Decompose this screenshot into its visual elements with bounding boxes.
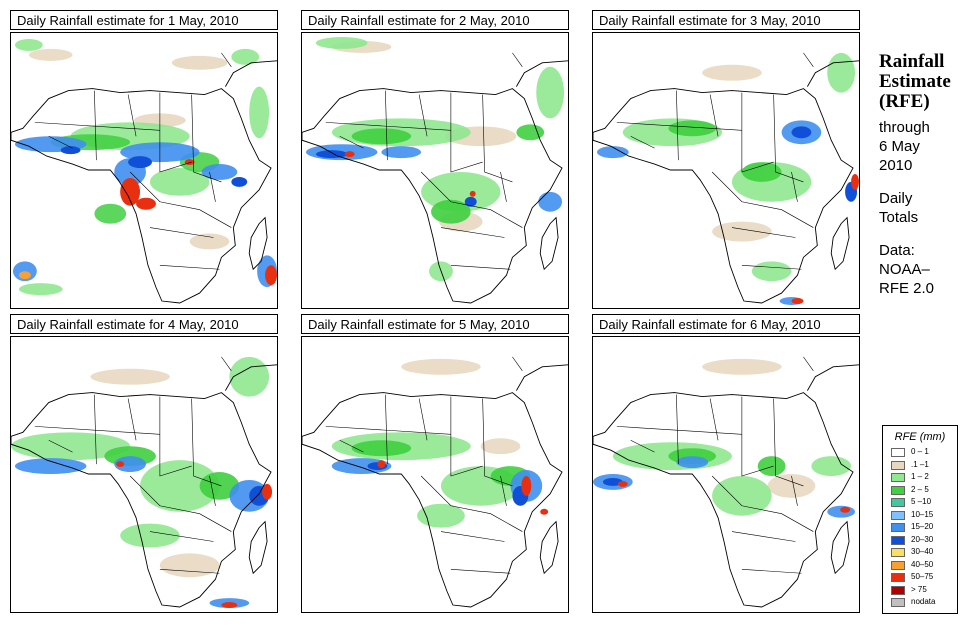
- side-date-line2: 2010: [879, 157, 913, 174]
- rainfall-map: [10, 32, 278, 309]
- rainfall-map: [301, 336, 569, 613]
- legend-swatch: [891, 573, 905, 582]
- legend-swatch: [891, 535, 905, 545]
- legend-swatch: [891, 548, 905, 557]
- legend-swatch: [891, 460, 905, 470]
- rainfall-map: [301, 32, 569, 309]
- side-totals: Totals: [879, 209, 919, 226]
- legend-label: nodata: [911, 597, 936, 606]
- legend-label: 15–20: [911, 522, 934, 531]
- side-date-line1: 6 May: [879, 138, 920, 155]
- side-source-line2: RFE 2.0: [879, 280, 935, 297]
- side-source-line1: NOAA–: [879, 261, 930, 278]
- rainfall-map-graphic: [593, 356, 859, 608]
- rainfall-map: [10, 336, 278, 613]
- legend-label: 0 – 1: [911, 447, 929, 456]
- side-data-label: Data:: [879, 242, 915, 259]
- panel-title: Daily Rainfall estimate for 4 May, 2010: [10, 314, 278, 334]
- legend-label: > 75: [911, 584, 927, 594]
- rainfall-legend: RFE (mm) 0 – 1 .1 –1 1 – 2 2 – 5 5 –10 10–15 1…: [882, 425, 958, 614]
- rainfall-map-graphic: [11, 38, 277, 304]
- legend-label: 2 – 5: [911, 484, 929, 494]
- legend-swatch: [891, 523, 905, 532]
- rainfall-map-graphic: [302, 37, 568, 304]
- legend-label: 20–30: [911, 534, 934, 544]
- legend-swatch: [891, 560, 905, 570]
- panel-title: Daily Rainfall estimate for 5 May, 2010: [301, 314, 569, 334]
- legend-swatch: [891, 498, 905, 507]
- rainfall-map: [592, 32, 860, 309]
- legend-label: 40–50: [911, 559, 934, 569]
- rainfall-map-graphic: [11, 356, 277, 608]
- panel-title: Daily Rainfall estimate for 2 May, 2010: [301, 10, 569, 30]
- legend-swatch: [891, 598, 905, 607]
- side-through: through: [879, 119, 930, 136]
- panel-title: Daily Rainfall estimate for 3 May, 2010: [592, 10, 860, 30]
- legend-swatch: [891, 485, 905, 495]
- legend-swatch: [891, 473, 905, 482]
- rainfall-map-graphic: [593, 52, 859, 305]
- panel-title: Daily Rainfall estimate for 1 May, 2010: [10, 10, 278, 30]
- side-title-line1: Rainfall: [879, 51, 945, 72]
- legend-label: 1 – 2: [911, 472, 929, 481]
- panel-title: Daily Rainfall estimate for 6 May, 2010: [592, 314, 860, 334]
- legend-label: 10–15: [911, 509, 934, 519]
- legend-label: .1 –1: [911, 459, 929, 469]
- legend-swatch: [891, 510, 905, 520]
- legend-label: 30–40: [911, 547, 934, 556]
- rainfall-map: [592, 336, 860, 613]
- side-title-line3: (RFE): [879, 91, 930, 112]
- legend-label: 50–75: [911, 572, 934, 581]
- legend-swatch: [891, 448, 905, 457]
- side-title-line2: Estimate: [879, 71, 951, 92]
- side-annotation: Rainfall Estimate (RFE) through 6 May 20…: [879, 52, 951, 298]
- rainfall-map-graphic: [302, 356, 568, 608]
- legend-swatch: [891, 585, 905, 595]
- legend-label: 5 –10: [911, 497, 932, 506]
- legend-title: RFE (mm): [894, 431, 946, 443]
- side-daily: Daily: [879, 190, 913, 207]
